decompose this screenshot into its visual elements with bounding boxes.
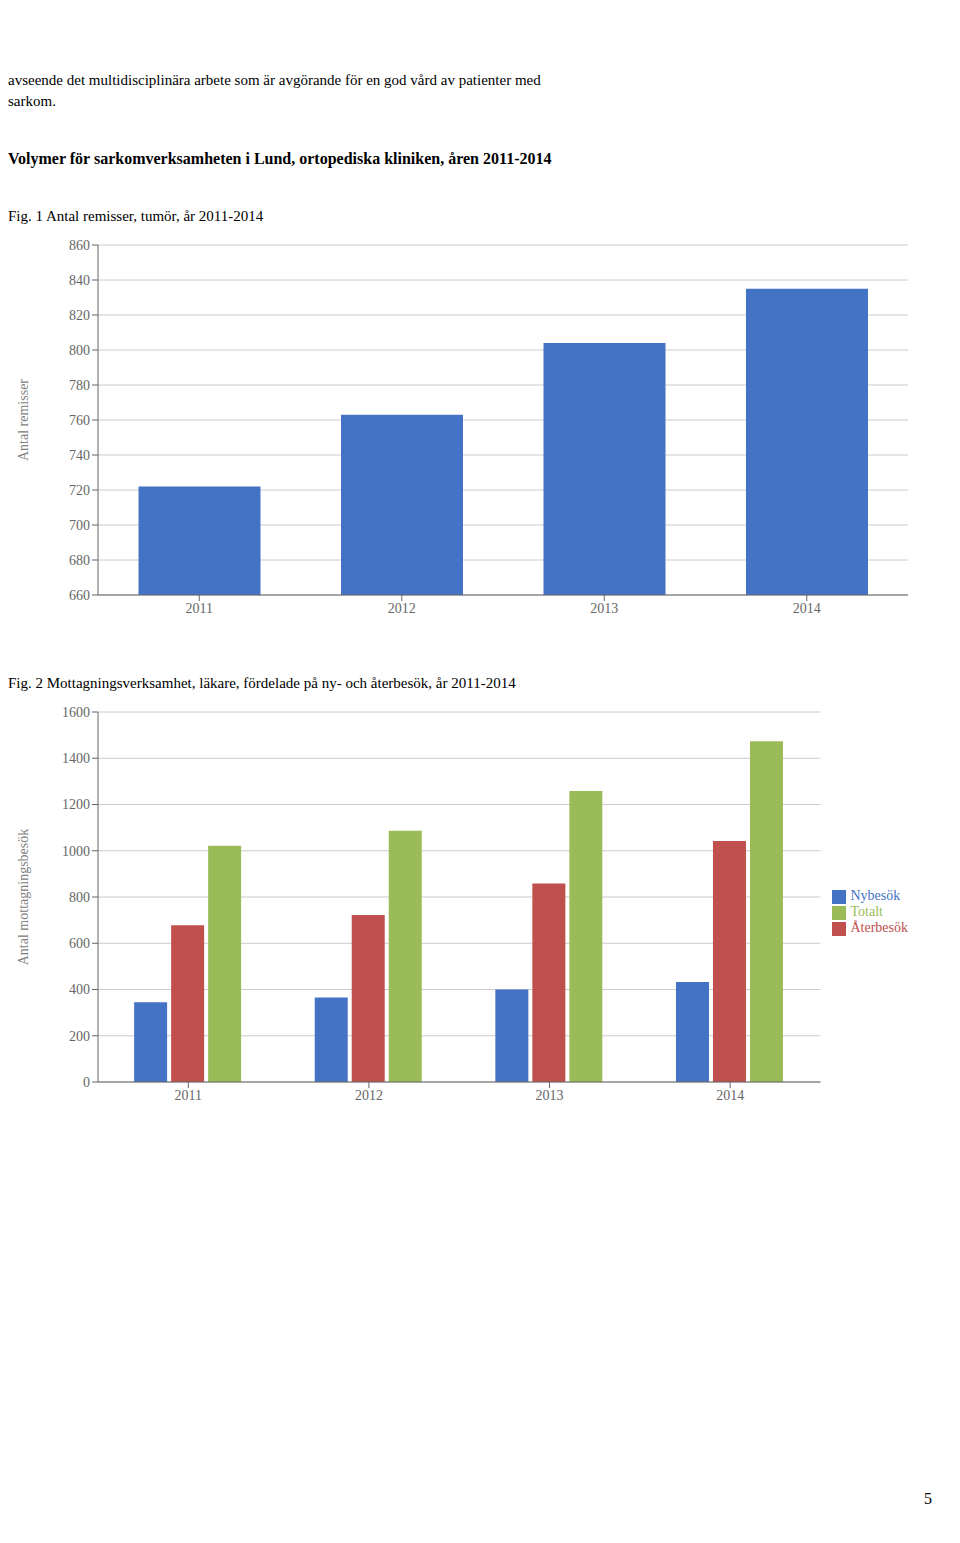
svg-text:200: 200 — [69, 1029, 90, 1044]
svg-text:2014: 2014 — [716, 1088, 744, 1103]
html-text:sarkom.: sarkom. — [8, 93, 56, 109]
svg-text:2013: 2013 — [536, 1088, 564, 1103]
svg-text:840: 840 — [69, 273, 90, 288]
svg-text:1400: 1400 — [62, 751, 90, 766]
html-text:5: 5 — [924, 1490, 932, 1507]
svg-text:800: 800 — [69, 343, 90, 358]
svg-text:800: 800 — [69, 890, 90, 905]
svg-text:Antal mottagningsbesök: Antal mottagningsbesök — [16, 829, 31, 966]
svg-text:2011: 2011 — [186, 601, 213, 616]
svg-text:820: 820 — [69, 308, 90, 323]
svg-text:2013: 2013 — [590, 601, 618, 616]
svg-text:1200: 1200 — [62, 797, 90, 812]
svg-text:600: 600 — [69, 936, 90, 951]
svg-text:780: 780 — [69, 378, 90, 393]
svg-text:2012: 2012 — [355, 1088, 383, 1103]
svg-text:2012: 2012 — [388, 601, 416, 616]
html-text:Fig. 2 Mottagningsverksamhet,: Fig. 2 Mottagningsverksamhet, läkare, fö… — [8, 675, 516, 691]
svg-text:2014: 2014 — [793, 601, 821, 616]
svg-text:680: 680 — [69, 553, 90, 568]
svg-text:740: 740 — [69, 448, 90, 463]
svg-text:1000: 1000 — [62, 844, 90, 859]
html-text:Återbesök: Återbesök — [850, 920, 908, 935]
svg-text:1600: 1600 — [62, 705, 90, 720]
svg-text:760: 760 — [69, 413, 90, 428]
html-text:Fig. 1 Antal remisser, tumör,: Fig. 1 Antal remisser, tumör, år 2011-20… — [8, 208, 264, 224]
svg-text:720: 720 — [69, 483, 90, 498]
svg-text:Antal remisser: Antal remisser — [16, 379, 31, 461]
html-text:Totalt: Totalt — [850, 904, 883, 919]
html-text:avseende det multidisciplinära: avseende det multidisciplinära arbete so… — [8, 72, 541, 88]
html-text:Volymer för sarkomverksamheten: Volymer för sarkomverksamheten i Lund, o… — [8, 150, 552, 167]
svg-text:0: 0 — [83, 1075, 90, 1090]
svg-text:860: 860 — [69, 238, 90, 253]
svg-text:700: 700 — [69, 518, 90, 533]
html-text:Nybesök: Nybesök — [850, 888, 901, 903]
svg-text:2011: 2011 — [175, 1088, 202, 1103]
svg-text:400: 400 — [69, 982, 90, 997]
svg-text:660: 660 — [69, 588, 90, 603]
